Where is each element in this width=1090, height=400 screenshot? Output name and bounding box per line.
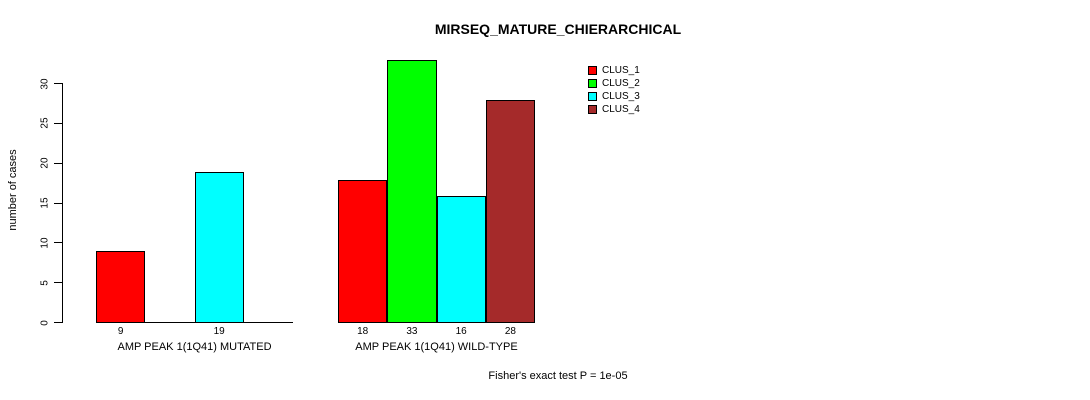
y-tick bbox=[54, 322, 62, 323]
bar-value-label: 18 bbox=[357, 326, 369, 337]
y-axis-label: number of cases bbox=[7, 149, 19, 231]
legend-item: CLUS_2 bbox=[588, 77, 640, 90]
bar-clus_4 bbox=[485, 99, 535, 323]
bar-clus_1 bbox=[338, 179, 388, 323]
y-tick bbox=[54, 282, 62, 284]
y-tick bbox=[54, 162, 62, 164]
y-tick-label: 25 bbox=[39, 117, 51, 129]
bar-value-label: 33 bbox=[406, 326, 418, 337]
legend-label: CLUS_3 bbox=[602, 91, 640, 102]
bar-clus_1 bbox=[96, 251, 146, 323]
legend-label: CLUS_1 bbox=[602, 65, 640, 76]
y-tick bbox=[54, 122, 62, 124]
bar-value-label: 16 bbox=[455, 326, 467, 337]
y-tick-label: 15 bbox=[39, 197, 51, 209]
legend-item: CLUS_1 bbox=[588, 64, 640, 77]
bar-clus_3 bbox=[194, 171, 244, 323]
y-tick-label: 10 bbox=[39, 237, 51, 249]
legend-item: CLUS_3 bbox=[588, 90, 640, 103]
legend-swatch bbox=[588, 105, 597, 114]
y-tick bbox=[54, 202, 62, 204]
y-axis-line bbox=[62, 83, 63, 323]
y-tick-label: 5 bbox=[39, 279, 51, 286]
bar-clus_3 bbox=[436, 195, 486, 323]
bar-value-label: 9 bbox=[117, 326, 124, 337]
legend-item: CLUS_4 bbox=[588, 103, 640, 116]
y-tick bbox=[54, 242, 62, 244]
annotation-text: Fisher's exact test P = 1e-05 bbox=[488, 370, 628, 382]
legend-label: CLUS_2 bbox=[602, 78, 640, 89]
group-label: AMP PEAK 1(1Q41) WILD-TYPE bbox=[355, 341, 518, 353]
legend-label: CLUS_4 bbox=[602, 104, 640, 115]
chart-title: MIRSEQ_MATURE_CHIERARCHICAL bbox=[434, 21, 682, 37]
bar-clus_2 bbox=[387, 60, 437, 323]
legend: CLUS_1 CLUS_2 CLUS_3 CLUS_4 bbox=[588, 64, 640, 116]
legend-swatch bbox=[588, 92, 597, 101]
y-tick bbox=[54, 83, 62, 84]
y-tick-label: 30 bbox=[39, 77, 51, 90]
legend-swatch bbox=[588, 66, 597, 75]
group-label: AMP PEAK 1(1Q41) MUTATED bbox=[117, 341, 272, 353]
legend-swatch bbox=[588, 79, 597, 88]
y-tick-label: 0 bbox=[39, 319, 51, 326]
y-tick-label: 20 bbox=[39, 157, 51, 169]
bar-value-label: 28 bbox=[504, 326, 516, 337]
bar-value-label: 19 bbox=[213, 326, 225, 337]
